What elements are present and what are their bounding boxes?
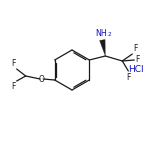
Text: O: O	[39, 74, 45, 83]
Text: F: F	[11, 59, 16, 68]
Text: 2: 2	[107, 33, 111, 38]
Text: F: F	[133, 44, 138, 53]
Text: NH: NH	[95, 29, 107, 38]
Text: HCl: HCl	[128, 66, 144, 74]
Polygon shape	[100, 40, 105, 56]
Text: F: F	[11, 82, 16, 91]
Text: F: F	[135, 55, 140, 64]
Text: F: F	[126, 73, 131, 81]
